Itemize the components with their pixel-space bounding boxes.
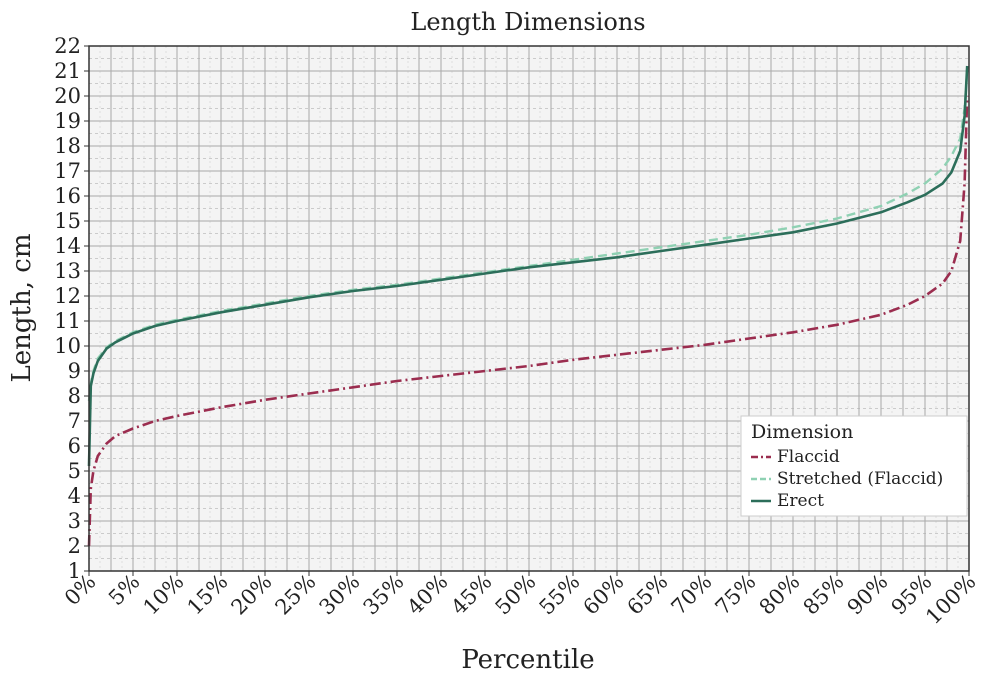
legend-item-label: Stretched (Flaccid) (777, 469, 943, 489)
y-tick-label: 20 (54, 84, 81, 108)
x-tick-label: 25% (271, 570, 321, 620)
x-tick-label: 60% (579, 570, 629, 620)
y-tick-label: 7 (68, 409, 81, 433)
x-tick-label: 35% (359, 570, 409, 620)
y-tick-label: 13 (54, 259, 81, 283)
x-tick-label: 100% (921, 570, 980, 629)
x-tick-label: 45% (447, 570, 497, 620)
x-tick-label: 80% (755, 570, 805, 620)
y-axis-label: Length, cm (7, 234, 37, 383)
y-tick-label: 10 (54, 334, 81, 358)
y-tick-label: 5 (68, 459, 81, 483)
x-axis-ticks: 0% 5%10%15%20%25%30%35%40%45%50%55%60%65%… (60, 570, 981, 629)
legend-item-label: Erect (777, 491, 824, 511)
x-tick-label: 0% (60, 570, 101, 611)
x-tick-label: 30% (315, 570, 365, 620)
y-tick-label: 3 (68, 509, 81, 533)
y-tick-label: 16 (54, 184, 81, 208)
y-tick-label: 1 (68, 559, 81, 583)
x-tick-label: 15% (183, 570, 233, 620)
x-tick-label: 85% (799, 570, 849, 620)
y-tick-label: 11 (54, 309, 81, 333)
x-tick-label: 65% (623, 570, 673, 620)
legend-item-label: Flaccid (777, 447, 840, 467)
x-axis-label: Percentile (461, 645, 594, 675)
x-tick-label: 5% (104, 570, 145, 611)
series-lines (87, 65, 969, 547)
y-tick-label: 21 (54, 59, 81, 83)
x-tick-label: 50% (491, 570, 541, 620)
x-tick-label: 55% (535, 570, 585, 620)
x-tick-label: 70% (667, 570, 717, 620)
y-tick-label: 18 (54, 134, 81, 158)
y-tick-label: 12 (54, 284, 81, 308)
y-tick-label: 15 (54, 209, 81, 233)
x-tick-label: 10% (139, 570, 189, 620)
legend-title: Dimension (751, 421, 853, 443)
series-line (87, 95, 969, 547)
y-tick-label: 9 (68, 359, 81, 383)
series-line (87, 65, 969, 467)
y-tick-label: 22 (54, 34, 81, 58)
y-tick-label: 4 (68, 484, 81, 508)
y-tick-label: 2 (68, 534, 81, 558)
x-tick-label: 75% (711, 570, 761, 620)
y-tick-label: 17 (54, 159, 81, 183)
legend-box (740, 415, 968, 517)
chart-title: Length Dimensions (410, 8, 645, 36)
y-tick-label: 6 (68, 434, 81, 458)
x-tick-label: 90% (843, 570, 893, 620)
y-tick-label: 19 (54, 109, 81, 133)
grid (88, 45, 970, 572)
x-tick-label: 20% (227, 570, 277, 620)
y-tick-label: 14 (54, 234, 81, 258)
x-tick-label: 40% (403, 570, 453, 620)
y-tick-label: 8 (68, 384, 81, 408)
